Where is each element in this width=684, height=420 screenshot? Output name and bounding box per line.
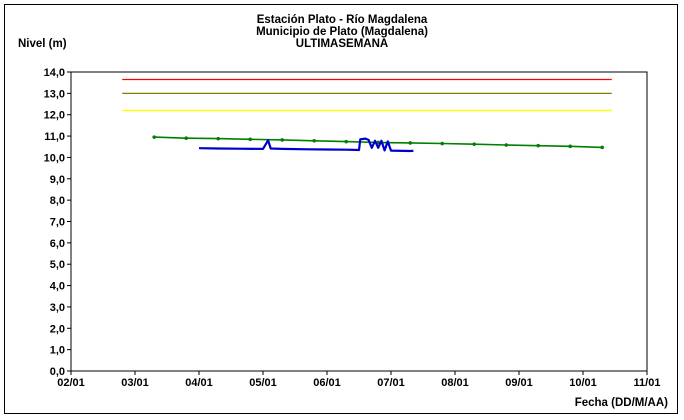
chart-title-line-3: ULTIMASEMANA — [295, 38, 389, 50]
y-tick-label: 4,0 — [50, 281, 65, 293]
trend-series-point — [344, 139, 349, 144]
x-tick-label: 06/01 — [313, 377, 341, 389]
y-tick-label: 13,0 — [44, 88, 65, 100]
y-tick-label: 14,0 — [44, 67, 65, 79]
y-tick-label: 1,0 — [50, 345, 65, 357]
x-tick-label: 11/01 — [634, 377, 661, 389]
plot-border — [70, 71, 648, 372]
trend-series-point — [280, 138, 285, 142]
x-tick-label: 10/01 — [569, 377, 597, 389]
x-tick-label: 03/01 — [121, 377, 149, 389]
trend-series-point — [504, 143, 509, 147]
y-tick-label: 3,0 — [50, 302, 65, 314]
chart-title-line-2: Municipio de Plato (Magdalena) — [256, 26, 428, 38]
trend-series-point — [184, 136, 188, 141]
y-tick-label: 2,0 — [50, 323, 65, 335]
y-tick-label: 7,0 — [50, 217, 65, 229]
trend-series-point — [408, 141, 413, 145]
trend-series-point — [600, 145, 604, 150]
x-tick-label: 04/01 — [185, 377, 213, 389]
trend-series-point — [216, 136, 220, 141]
y-tick-label: 11,0 — [44, 131, 65, 143]
y-axis-label: Nivel (m) — [18, 38, 67, 50]
x-tick-label: 02/01 — [57, 377, 85, 389]
trend-series-point — [312, 138, 317, 143]
x-tick-label: 07/01 — [377, 377, 405, 389]
level-series-line — [198, 137, 414, 153]
y-tick-label: 5,0 — [50, 259, 65, 271]
trend-series-point — [536, 143, 540, 148]
trend-series-point — [440, 141, 445, 146]
y-tick-label: 9,0 — [50, 174, 65, 186]
trend-series-point — [248, 137, 252, 142]
x-tick-label: 09/01 — [505, 377, 533, 389]
x-tick-label: 05/01 — [249, 377, 277, 389]
x-tick-label: 08/01 — [441, 377, 469, 389]
y-tick-label: 12,0 — [44, 110, 65, 122]
trend-series-point — [472, 142, 477, 146]
chart-title-line-1: Estación Plato - Río Magdalena — [256, 14, 428, 26]
y-tick-label: 0,0 — [50, 366, 65, 378]
y-tick-label: 10,0 — [44, 152, 65, 164]
y-tick-label: 6,0 — [50, 238, 65, 250]
y-tick-label: 8,0 — [50, 195, 65, 207]
trend-series-point — [568, 144, 572, 149]
trend-series-point — [152, 135, 156, 139]
x-axis-label: Fecha (DD/M/AA) — [574, 397, 668, 409]
